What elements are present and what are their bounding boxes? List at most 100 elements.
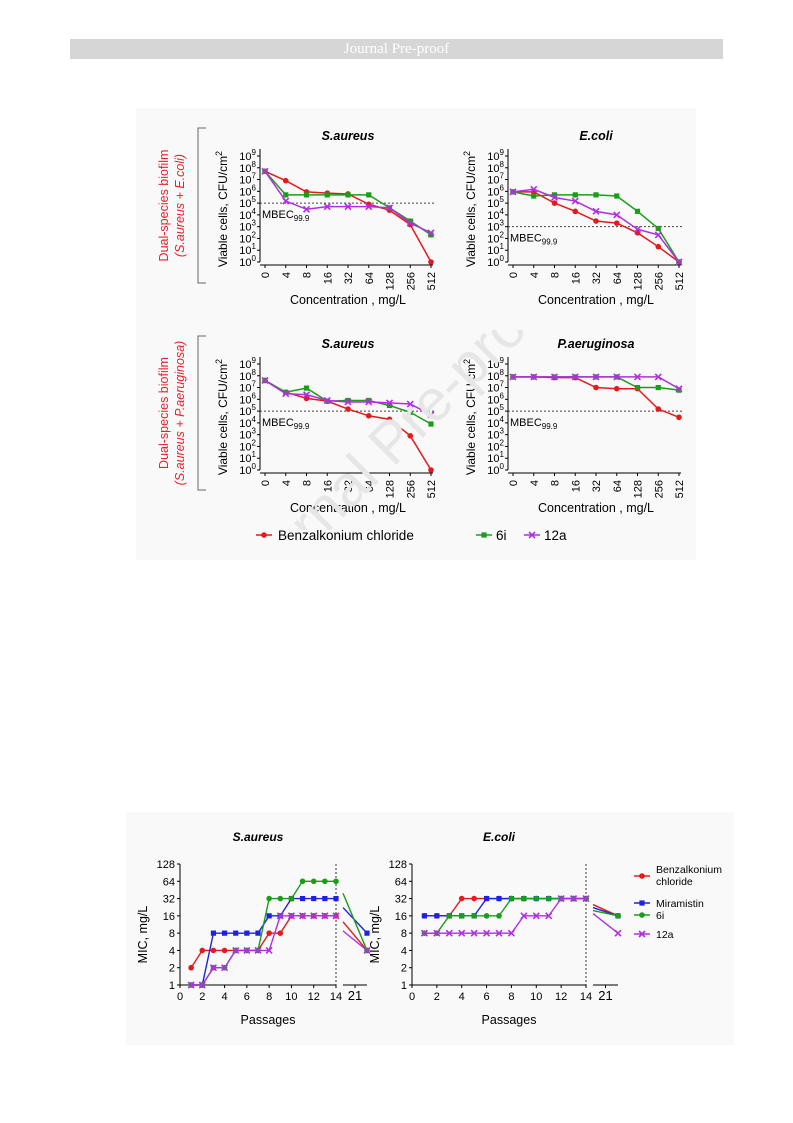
- y-tick-label: 105: [487, 195, 504, 210]
- data-point: [233, 930, 239, 936]
- x-axis-label: Passages: [482, 1013, 537, 1027]
- data-point: [324, 192, 330, 198]
- y-tick-label: 106: [239, 183, 256, 198]
- x-tick-label: 8: [266, 991, 272, 1003]
- x-tick-label: 10: [285, 991, 297, 1003]
- data-point: [570, 895, 578, 903]
- chart-title: S.aureus: [233, 830, 284, 844]
- data-point: [345, 192, 351, 198]
- data-point: [428, 421, 434, 427]
- legend-marker: [639, 900, 645, 906]
- y-tick-label: 8: [169, 928, 175, 940]
- x-tick-label: 2: [199, 991, 205, 1003]
- data-point: [406, 219, 414, 227]
- y-tick-label: 100: [487, 462, 504, 477]
- y-tick-label: 107: [239, 380, 256, 395]
- y-tick-label: 104: [487, 415, 504, 430]
- chart-title: S.aureus: [322, 337, 375, 351]
- y-tick-label: 103: [239, 427, 256, 442]
- data-point: [550, 193, 559, 202]
- data-point: [530, 185, 538, 193]
- row-label-species: (S.aureus + E.coli): [173, 154, 187, 257]
- x-tick-label: 0: [409, 991, 415, 1003]
- data-point: [310, 912, 318, 920]
- data-point: [188, 964, 194, 971]
- data-point: [406, 400, 414, 408]
- data-point: [509, 188, 517, 196]
- chart-title: E.coli: [483, 830, 516, 844]
- y-tick-label: 1: [401, 980, 407, 992]
- x-tick-label: 64: [612, 480, 624, 492]
- data-point: [458, 895, 465, 902]
- watermark-text: Journal Pre-proof: [210, 330, 570, 530]
- y-axis-label: Viable cells, CFU/cm2: [214, 359, 230, 475]
- y-axis-label: Viable cells, CFU/cm2: [462, 151, 478, 267]
- x-axis-label: Passages: [241, 1013, 296, 1027]
- data-point: [655, 225, 661, 232]
- data-point: [483, 913, 490, 919]
- data-point: [198, 981, 206, 989]
- data-point: [427, 411, 435, 419]
- data-point: [550, 373, 559, 381]
- y-tick-label: 100: [239, 254, 256, 269]
- data-point: [255, 930, 261, 936]
- data-point: [675, 385, 683, 393]
- legend-marker: [639, 912, 645, 918]
- x-tick-label: 512: [426, 480, 438, 498]
- data-point: [261, 167, 269, 175]
- data-point: [428, 232, 434, 238]
- data-point: [299, 895, 306, 902]
- mbec-label: MBEC99.9: [262, 417, 310, 431]
- data-point: [302, 391, 311, 399]
- data-point: [365, 203, 373, 211]
- y-tick-label: 105: [239, 195, 256, 210]
- data-point: [265, 946, 273, 954]
- y-tick-label: 109: [487, 148, 504, 163]
- y-tick-label: 109: [239, 148, 256, 163]
- x-tick-label: 8: [302, 480, 314, 486]
- y-tick-label: 104: [239, 207, 256, 222]
- legend-marker: [639, 873, 645, 879]
- y-tick-label: 106: [239, 391, 256, 406]
- data-point: [199, 947, 206, 954]
- legend-label: Benzalkonium: [656, 864, 722, 876]
- data-point: [551, 192, 558, 198]
- data-point: [458, 929, 466, 937]
- x-break-tick-label: 21: [348, 988, 362, 1003]
- data-point: [283, 389, 289, 395]
- data-point: [276, 912, 284, 920]
- data-point: [282, 177, 289, 184]
- x-tick-label: 2: [434, 991, 440, 1003]
- data-point: [557, 895, 565, 903]
- data-point: [445, 929, 453, 937]
- y-tick-label: 105: [239, 403, 256, 418]
- y-tick-label: 16: [395, 911, 407, 923]
- data-point: [344, 203, 352, 211]
- legend-label: Miramistin: [656, 898, 704, 910]
- x-tick-label: 6: [244, 991, 250, 1003]
- data-point-21: [614, 929, 622, 937]
- x-tick-label: 8: [302, 272, 314, 278]
- data-point: [545, 895, 552, 902]
- y-tick-label: 102: [239, 230, 256, 245]
- data-point: [572, 208, 579, 215]
- y-tick-label: 1: [169, 980, 175, 992]
- data-point: [676, 387, 682, 393]
- data-point: [470, 929, 478, 937]
- data-point: [655, 384, 661, 391]
- mbec-label: MBEC99.9: [510, 417, 558, 431]
- x-tick-label: 4: [281, 272, 293, 278]
- data-point: [221, 947, 228, 954]
- data-point: [420, 929, 428, 937]
- data-point: [676, 414, 682, 421]
- data-point: [614, 193, 620, 199]
- x-tick-label: 4: [459, 991, 465, 1003]
- y-tick-label: 105: [487, 403, 504, 418]
- x-tick-label: 0: [508, 480, 520, 486]
- y-axis-label: Viable cells, CFU/cm2: [462, 359, 478, 475]
- data-point: [266, 913, 272, 919]
- row-label-species: (S.aureus + P.aeruginosa): [173, 341, 187, 486]
- data-point: [433, 929, 441, 937]
- y-tick-label: 108: [487, 160, 504, 175]
- x-tick-label: 0: [177, 991, 183, 1003]
